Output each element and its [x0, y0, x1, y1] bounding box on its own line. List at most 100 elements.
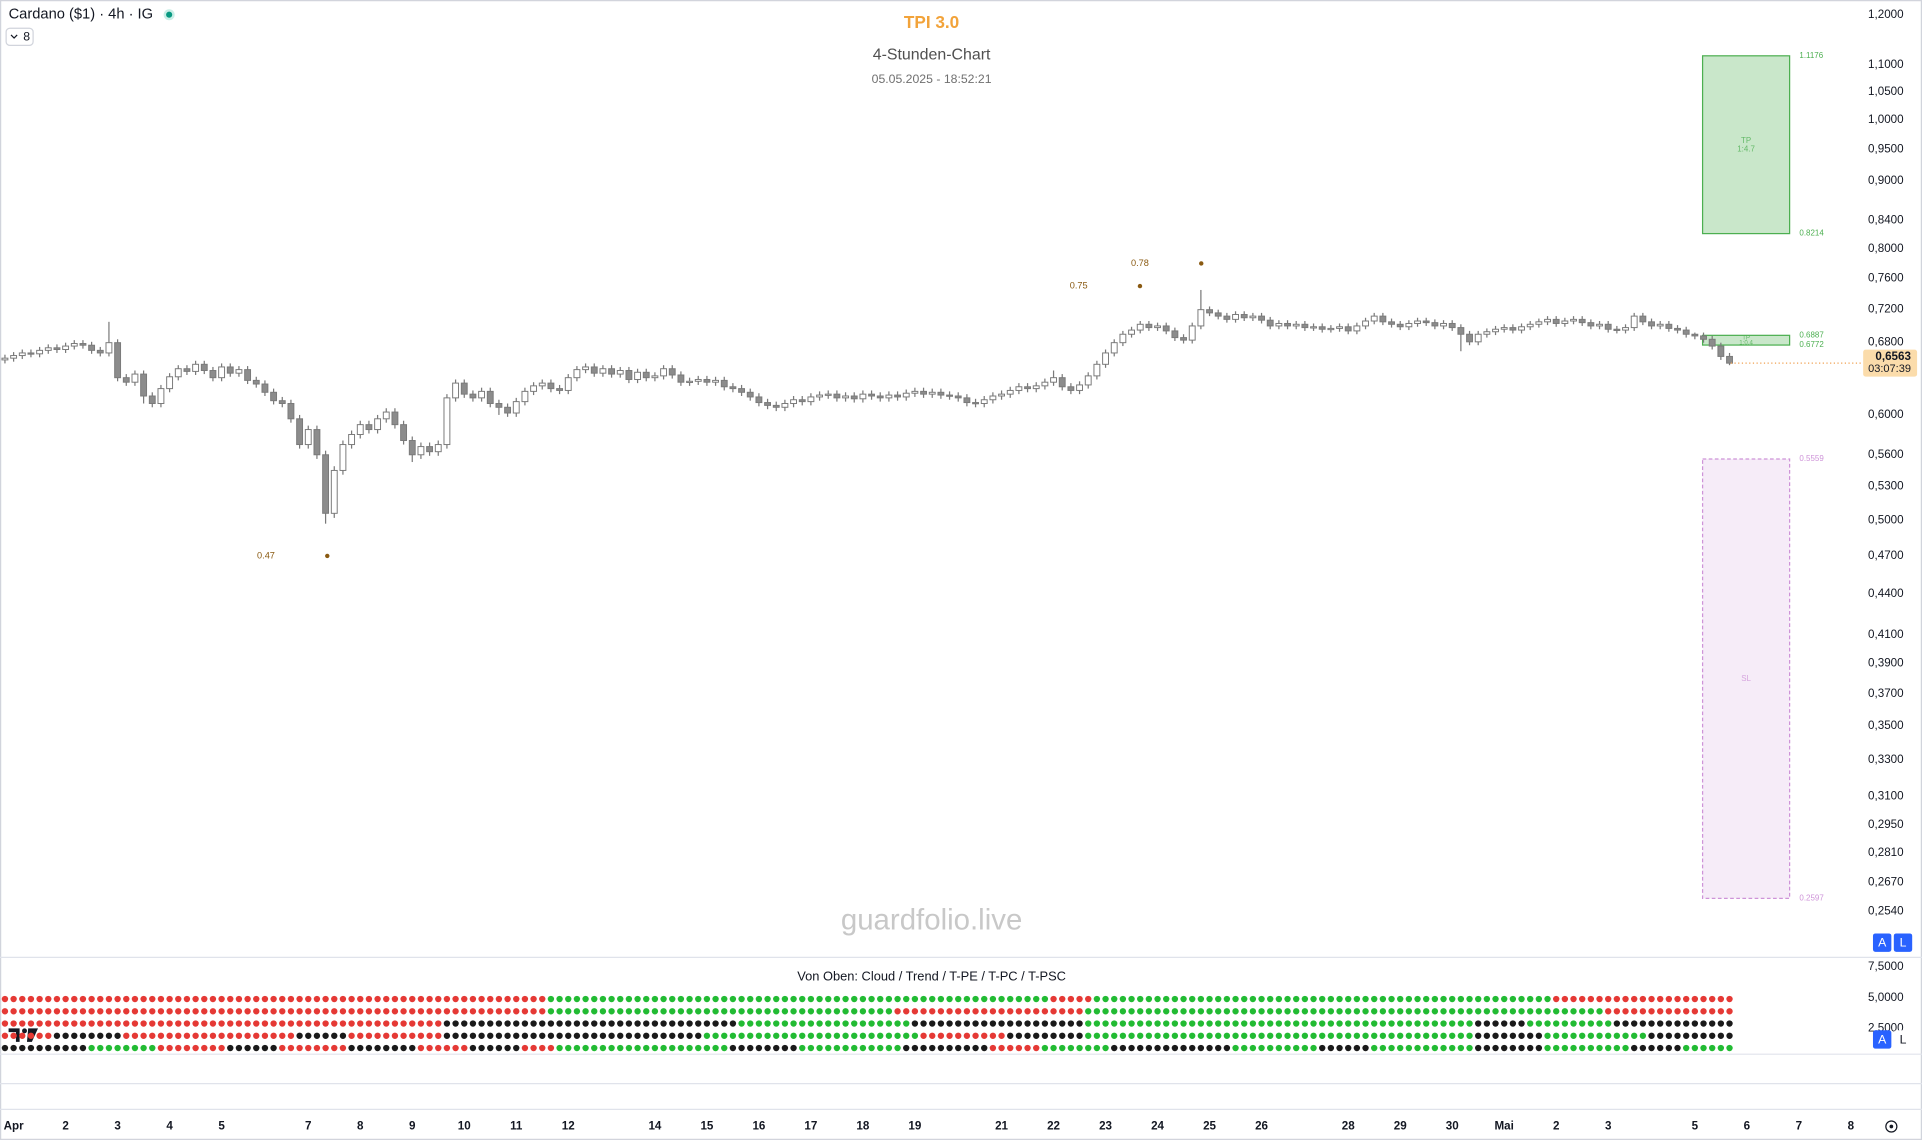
y-tick-label: 0,9000: [1868, 174, 1904, 187]
signal-dot: [391, 1044, 399, 1052]
signal-dot: [140, 1008, 147, 1015]
signal-dot: [227, 1008, 234, 1015]
signal-dot: [123, 995, 130, 1003]
signal-dot: [773, 1020, 780, 1027]
signal-dot: [253, 1032, 260, 1039]
signal-dot: [755, 1044, 763, 1052]
signal-dot: [322, 1008, 329, 1015]
scale-button[interactable]: L: [1893, 1030, 1913, 1049]
settings-icon[interactable]: [1885, 1120, 1898, 1133]
candle-body: [703, 378, 711, 383]
signal-dot: [1258, 1008, 1265, 1015]
signal-dot: [409, 1008, 416, 1015]
signal-dot: [1, 1020, 9, 1027]
signal-dot: [1215, 1044, 1222, 1052]
scale-button[interactable]: L: [1893, 933, 1913, 952]
signal-dot: [1388, 1020, 1395, 1027]
signal-dot: [1449, 1044, 1456, 1052]
y-tick-label: 1,0500: [1868, 85, 1904, 98]
signal-dot: [1561, 1020, 1569, 1027]
signal-dot: [1, 995, 9, 1003]
signal-dot: [660, 1032, 667, 1039]
signal-dot: [1648, 995, 1655, 1003]
signal-dot: [331, 1044, 338, 1052]
signal-dot: [1059, 1008, 1066, 1015]
signal-dot: [547, 1044, 555, 1052]
candle-body: [1102, 352, 1109, 365]
signal-dot: [1223, 1032, 1231, 1039]
signal-dot: [738, 1032, 745, 1039]
candle-body: [651, 375, 659, 379]
candle-body: [1656, 323, 1664, 327]
candle-body: [1405, 322, 1413, 328]
signal-dot: [955, 1044, 962, 1052]
symbol-label[interactable]: Cardano ($1) · 4h · IG: [9, 7, 154, 23]
signal-dot: [1353, 1008, 1361, 1015]
candle-body: [954, 395, 962, 399]
signal-dot: [1128, 995, 1135, 1003]
signal-dot: [1275, 1032, 1283, 1039]
signal-dot: [487, 995, 494, 1003]
candle-body: [807, 396, 815, 403]
candle-body: [1552, 318, 1560, 324]
signal-dot: [1232, 1020, 1239, 1027]
signal-dot: [175, 995, 182, 1003]
signal-dot: [1111, 1032, 1118, 1039]
signal-dot: [1544, 995, 1551, 1003]
indicators-toggle[interactable]: [5, 27, 34, 46]
signal-dot: [53, 1020, 61, 1027]
signal-dot: [1535, 1032, 1543, 1039]
signal-dot: [1622, 995, 1629, 1003]
signal-dot: [1119, 995, 1127, 1003]
signal-dot: [1050, 995, 1057, 1003]
signal-dot: [1345, 1044, 1352, 1052]
signal-dot: [1111, 995, 1118, 1003]
signal-dot: [1622, 1008, 1629, 1015]
scale-button[interactable]: A: [1872, 933, 1892, 952]
signal-dot: [1466, 1044, 1473, 1052]
signal-dot: [790, 1032, 797, 1039]
y-tick-label: 0,8400: [1868, 214, 1904, 227]
signal-dot: [877, 995, 884, 1003]
candle-body: [972, 402, 979, 405]
candle-body: [660, 368, 668, 377]
signal-dot: [261, 1044, 269, 1052]
signal-dot: [1527, 1044, 1534, 1052]
trade-box-value: 0.6887: [1799, 330, 1824, 339]
signal-dot: [955, 1020, 962, 1027]
signal-dot: [599, 1020, 607, 1027]
signal-dot: [937, 1008, 945, 1015]
signal-dot: [149, 1044, 156, 1052]
signal-dot: [175, 1008, 182, 1015]
signal-dot: [1128, 1020, 1135, 1027]
signal-dot: [1596, 1032, 1603, 1039]
candle-body: [1708, 338, 1716, 347]
candle-body: [1119, 333, 1127, 344]
signal-dot: [1544, 1020, 1551, 1027]
signal-dot: [409, 1020, 416, 1027]
signal-dot: [348, 1032, 355, 1039]
signal-dot: [833, 1032, 841, 1039]
signal-dot: [1414, 995, 1421, 1003]
signal-dot: [1570, 995, 1577, 1003]
signal-dot: [1232, 995, 1239, 1003]
signal-dot: [755, 1032, 763, 1039]
candle-body: [616, 370, 624, 375]
signal-dot: [140, 1044, 147, 1052]
signal-dot: [270, 1020, 277, 1027]
signal-dot: [547, 1008, 555, 1015]
signal-dot: [1717, 995, 1725, 1003]
signal-dot: [157, 1008, 165, 1015]
signal-dot: [487, 1032, 494, 1039]
candle-body: [1154, 325, 1161, 329]
scale-button[interactable]: A: [1872, 1030, 1892, 1049]
signal-dot: [201, 1020, 208, 1027]
candle-body: [339, 444, 347, 471]
signal-dot: [660, 1020, 667, 1027]
signal-dot: [1353, 1044, 1361, 1052]
scale-button-label: L: [1900, 1032, 1907, 1046]
x-tick-label: 12: [562, 1120, 575, 1133]
candle-body: [1457, 327, 1465, 335]
candle-body: [460, 382, 468, 395]
